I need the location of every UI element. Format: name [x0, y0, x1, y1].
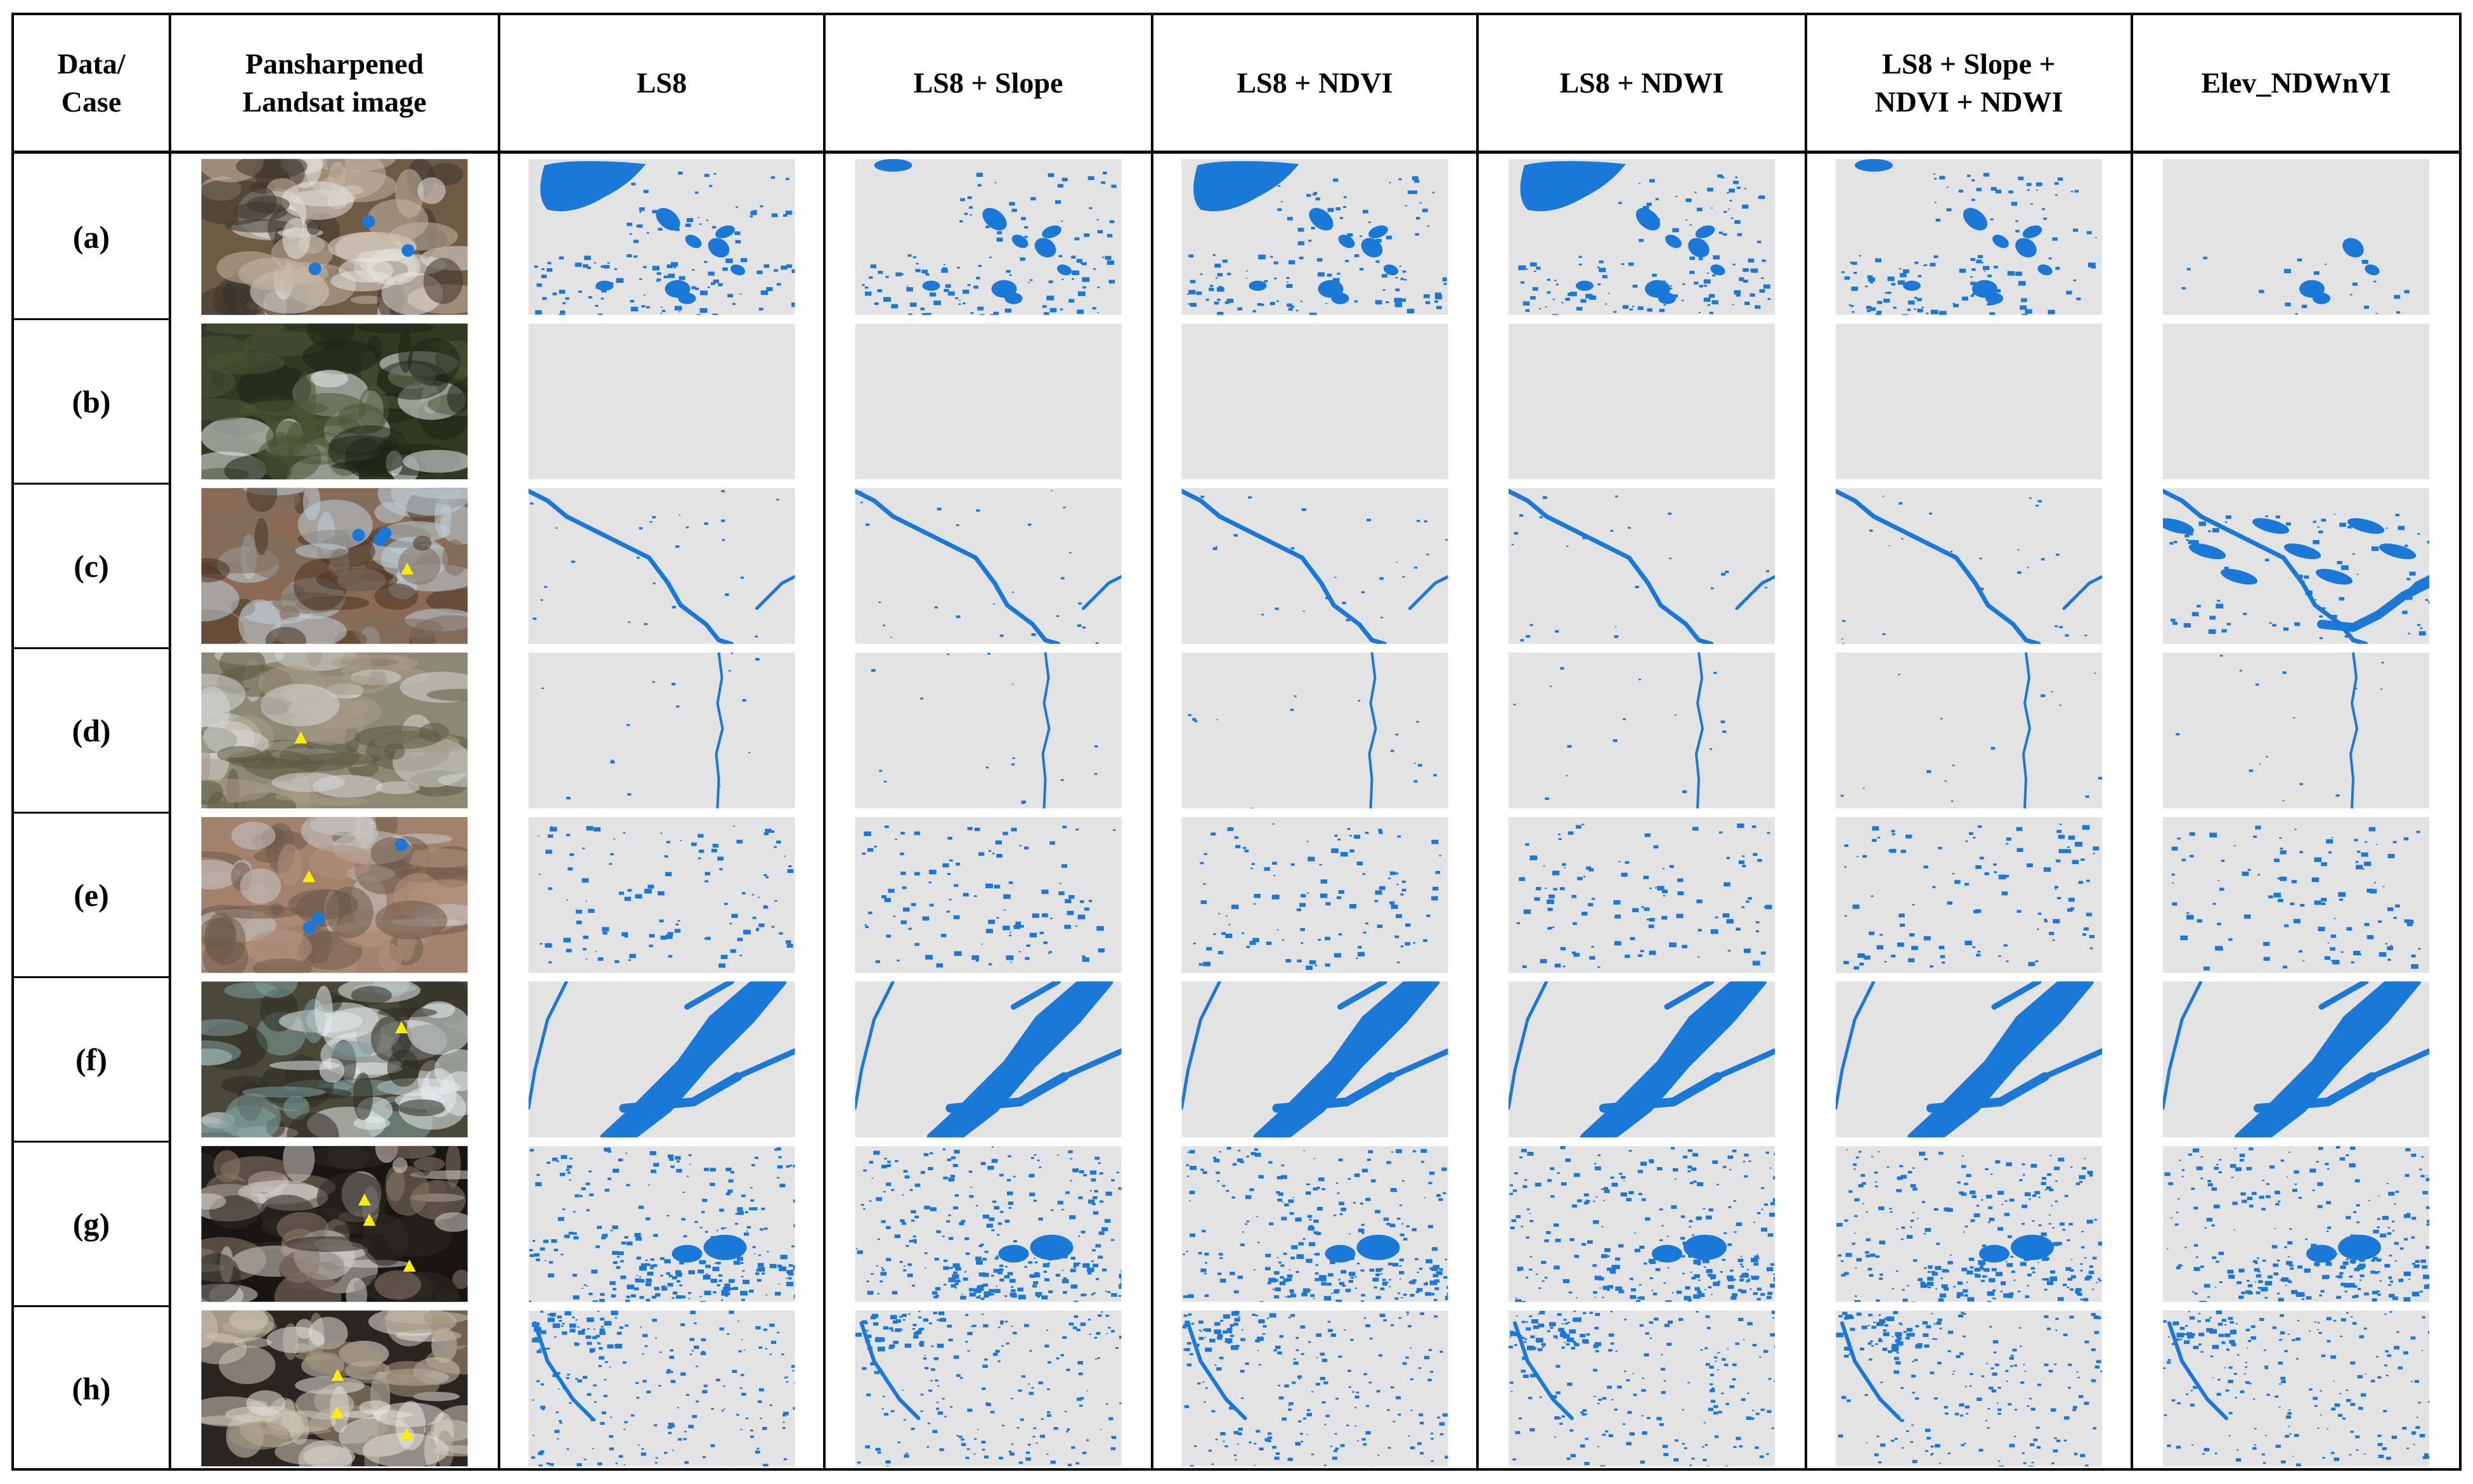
column-header: LS8 — [637, 67, 687, 99]
table-border — [11, 13, 2462, 1471]
row-label: (h) — [72, 1371, 110, 1406]
water-map-thumbnail — [1181, 323, 1448, 480]
row-label: (g) — [73, 1206, 110, 1242]
landsat-thumbnail — [201, 323, 468, 480]
row-label: (f) — [75, 1042, 107, 1077]
water-map-thumbnail — [528, 323, 795, 480]
water-map-thumbnail — [2163, 652, 2429, 809]
water-map-thumbnail — [1509, 1145, 1775, 1302]
water-map-thumbnail — [855, 816, 1122, 973]
water-map-thumbnail — [1181, 1145, 1448, 1302]
water-map-thumbnail — [855, 158, 1122, 315]
water-map-thumbnail — [2163, 487, 2429, 644]
water-map-thumbnail — [1836, 652, 2102, 809]
water-map-thumbnail — [1181, 652, 1448, 809]
table-grid — [11, 13, 2462, 1471]
water-map-thumbnail — [1836, 158, 2102, 315]
row-label: (e) — [74, 877, 109, 913]
landsat-thumbnail — [201, 816, 468, 973]
landsat-thumbnail — [201, 1310, 468, 1467]
header-row: Data/Case Pansharpened Landsat image LS8 LS8… — [57, 48, 2391, 118]
water-map-thumbnail — [1181, 1310, 1448, 1467]
water-map-thumbnail — [855, 1310, 1122, 1467]
column-header: Landsat image — [242, 86, 426, 118]
water-map-thumbnail — [528, 158, 795, 315]
water-map-thumbnail — [1509, 323, 1775, 480]
water-map-thumbnail — [1509, 652, 1775, 809]
water-map-thumbnail — [1509, 487, 1775, 644]
water-map-thumbnail — [2163, 1310, 2429, 1467]
column-header: LS8 + Slope + — [1882, 48, 2056, 80]
water-map-thumbnail — [1509, 158, 1775, 315]
water-map-thumbnail — [1836, 487, 2102, 644]
water-map-thumbnail — [528, 816, 795, 973]
water-map-thumbnail — [1836, 323, 2102, 480]
water-map-thumbnail — [1509, 816, 1775, 973]
water-map-thumbnail — [1181, 981, 1448, 1138]
landsat-thumbnail — [201, 981, 468, 1138]
landsat-thumbnail — [201, 1145, 468, 1302]
water-map-thumbnail — [855, 652, 1122, 809]
water-map-thumbnail — [528, 981, 795, 1138]
water-map-thumbnail — [528, 1145, 795, 1302]
row-label: (a) — [73, 219, 110, 255]
row-label: (b) — [72, 384, 110, 419]
water-map-thumbnail — [1181, 158, 1448, 315]
water-map-thumbnail — [528, 1310, 795, 1467]
water-map-thumbnail — [855, 487, 1122, 644]
water-map-thumbnail — [528, 652, 795, 809]
water-map-thumbnail — [1836, 816, 2102, 973]
column-header: Pansharpened — [245, 48, 424, 80]
water-map-thumbnail — [2163, 158, 2429, 315]
row-labels: (a) (b) (c) (d) (e) (f) (g) (h) — [72, 219, 110, 1407]
water-map-thumbnail — [855, 981, 1122, 1138]
water-map-thumbnail — [855, 323, 1122, 480]
water-map-thumbnail — [1836, 1310, 2102, 1467]
water-map-thumbnail — [2163, 323, 2429, 480]
image-cells — [201, 158, 2429, 1467]
water-map-thumbnail — [1181, 487, 1448, 644]
column-header: Case — [62, 86, 122, 118]
column-header: LS8 + Slope — [914, 67, 1063, 99]
water-map-thumbnail — [1836, 981, 2102, 1138]
landsat-thumbnail — [201, 487, 468, 644]
landsat-thumbnail — [201, 158, 468, 315]
column-header: LS8 + NDWI — [1560, 67, 1724, 99]
water-map-thumbnail — [1836, 1145, 2102, 1302]
column-header: LS8 + NDVI — [1236, 67, 1392, 99]
row-label: (d) — [72, 713, 110, 748]
water-map-thumbnail — [1509, 981, 1775, 1138]
column-header: Data/ — [57, 48, 126, 80]
water-map-thumbnail — [1509, 1310, 1775, 1467]
landsat-thumbnail — [201, 652, 468, 809]
water-map-thumbnail — [2163, 1145, 2429, 1302]
water-map-thumbnail — [2163, 981, 2429, 1138]
column-header: Elev_NDWnVI — [2201, 67, 2391, 99]
water-map-thumbnail — [855, 1145, 1122, 1302]
row-label: (c) — [74, 548, 109, 584]
water-map-thumbnail — [1181, 816, 1448, 973]
water-map-thumbnail — [528, 487, 795, 644]
water-map-thumbnail — [2163, 816, 2429, 973]
column-header: NDVI + NDWI — [1874, 86, 2063, 118]
